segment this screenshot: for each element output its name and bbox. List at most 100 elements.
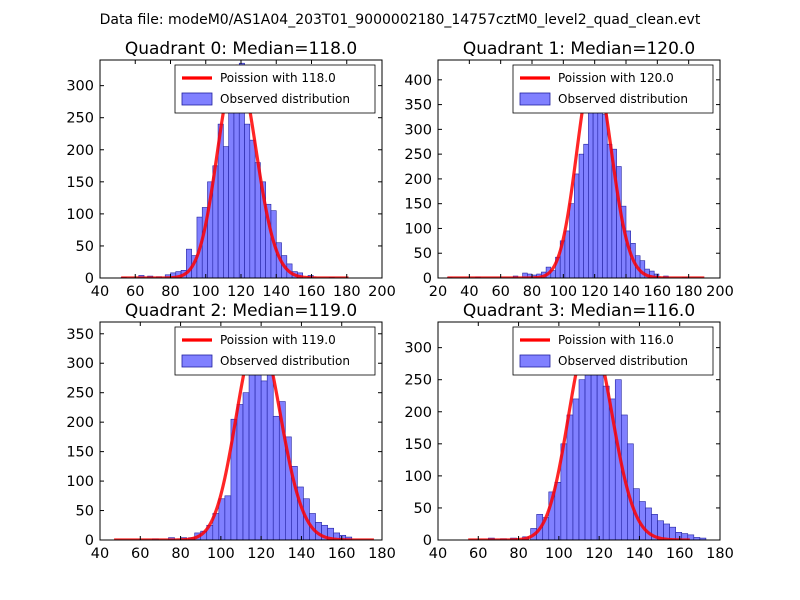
y-tick-label: 250: [404, 373, 432, 389]
histogram-bar: [583, 143, 589, 278]
y-tick-label: 150: [404, 197, 432, 213]
y-tick-label: 100: [404, 221, 432, 237]
x-tick-label: 80: [171, 546, 189, 562]
x-tick-label: 40: [91, 284, 109, 300]
panel-quadrant-0: 40 60 80 100 120 140 160 180 200 0 50 100 150 200 250 3…: [66, 39, 396, 300]
legend: Poission with 120.0 Observed distribution: [512, 64, 714, 114]
histogram-bar: [606, 143, 613, 278]
x-tick-label: 40: [91, 546, 109, 562]
histogram-bar: [266, 357, 274, 540]
x-tick-label: 60: [469, 546, 487, 562]
legend-bar-swatch: [519, 354, 551, 368]
axes-frame: [437, 321, 721, 541]
histogram-bar: [244, 123, 251, 278]
y-tick-label: 0: [423, 271, 432, 287]
x-tick-label: 100: [192, 284, 220, 300]
panel-title: Quadrant 3: Median=116.0: [463, 301, 695, 321]
histogram-bar: [578, 379, 586, 540]
y-tick-label: 200: [404, 405, 432, 421]
x-tick-label: 140: [626, 546, 654, 562]
histogram-bar: [272, 415, 280, 540]
y-tick-label: 350: [66, 327, 94, 343]
legend-bar-swatch: [181, 92, 213, 106]
histogram-bar: [228, 85, 235, 278]
x-tick-label: 100: [207, 546, 235, 562]
y-tick-label: 0: [423, 533, 432, 549]
x-tick-label: 120: [581, 284, 609, 300]
panel-title: Quadrant 0: Median=118.0: [125, 39, 357, 59]
x-tick-label: 140: [262, 284, 290, 300]
y-tick-label: 100: [66, 207, 94, 223]
x-tick-label: 160: [328, 546, 356, 562]
axes-frame: [99, 321, 383, 541]
x-tick-label: 80: [523, 284, 541, 300]
legend-bar-swatch: [519, 92, 551, 106]
histogram-bar: [564, 230, 570, 278]
histogram-bar: [596, 363, 604, 540]
histogram-bar: [233, 91, 240, 278]
x-tick-label: 120: [585, 546, 613, 562]
y-tick-label: 0: [85, 533, 94, 549]
y-tick-label: 100: [66, 474, 94, 490]
x-tick-label: 200: [368, 284, 396, 300]
histogram-bar: [590, 347, 598, 540]
x-tick-label: 80: [161, 284, 179, 300]
histogram-bar: [573, 173, 580, 278]
x-tick-label: 160: [666, 546, 694, 562]
legend-label-fit: Poission with 116.0: [558, 333, 674, 347]
y-tick-label: 150: [66, 445, 94, 461]
histogram-bar: [260, 380, 268, 540]
y-tick-label: 50: [414, 501, 432, 517]
y-tick-label: 200: [66, 415, 94, 431]
x-tick-label: 100: [545, 546, 573, 562]
y-tick-label: 250: [404, 147, 432, 163]
legend-label-observed: Observed distribution: [558, 354, 688, 368]
x-tick-label: 20: [429, 284, 447, 300]
x-tick-label: 180: [706, 546, 734, 562]
histogram-bar: [572, 398, 580, 540]
panel-quadrant-2: 40 60 80 100 120 140 160 180 0 50 100 150 200 250 300 3…: [66, 301, 396, 562]
histogram-bar: [236, 404, 244, 540]
y-tick-label: 300: [66, 356, 94, 372]
x-tick-label: 120: [227, 284, 255, 300]
y-tick-label: 250: [66, 386, 94, 402]
histogram-bar: [602, 114, 608, 278]
x-tick-label: 140: [612, 284, 640, 300]
axes-frame: [437, 59, 721, 279]
histogram-bar: [248, 348, 256, 540]
y-tick-label: 300: [404, 341, 432, 357]
x-tick-label: 100: [549, 284, 577, 300]
x-tick-label: 200: [706, 284, 734, 300]
y-tick-label: 50: [76, 239, 94, 255]
y-tick-label: 150: [404, 437, 432, 453]
panel-quadrant-3: 40 60 80 100 120 140 160 180 0 50 100 150 200 250 300 Q…: [404, 301, 734, 562]
legend-label-fit: Poission with 119.0: [220, 333, 336, 347]
legend: Poission with 118.0 Observed distribution: [174, 64, 376, 114]
legend-bar-swatch: [181, 354, 213, 368]
histogram-bar: [602, 385, 610, 540]
legend: Poission with 119.0 Observed distribution: [174, 326, 376, 376]
legend-label-observed: Observed distribution: [220, 92, 350, 106]
y-tick-label: 350: [404, 98, 432, 114]
legend-label-observed: Observed distribution: [558, 92, 688, 106]
histogram-bar: [218, 498, 226, 540]
y-tick-label: 300: [404, 122, 432, 138]
panel-quadrant-1: 20 40 60 80 100 120 140 160 180 20005010015020025…: [404, 39, 734, 300]
x-tick-label: 140: [288, 546, 316, 562]
x-tick-label: 60: [126, 284, 144, 300]
y-tick-label: 300: [66, 79, 94, 95]
y-tick-label: 250: [66, 111, 94, 127]
y-tick-label: 50: [76, 504, 94, 520]
x-tick-label: 60: [491, 284, 509, 300]
x-tick-label: 180: [675, 284, 703, 300]
histogram-bar: [699, 537, 707, 540]
histogram-bar: [588, 109, 594, 278]
legend-label-fit: Poission with 120.0: [558, 71, 674, 85]
panel-title: Quadrant 1: Median=120.0: [463, 39, 695, 59]
x-tick-label: 160: [643, 284, 671, 300]
y-tick-label: 200: [66, 143, 94, 159]
legend: Poission with 116.0 Observed distribution: [512, 326, 714, 376]
x-tick-label: 60: [131, 546, 149, 562]
histogram-bars: [447, 79, 688, 278]
